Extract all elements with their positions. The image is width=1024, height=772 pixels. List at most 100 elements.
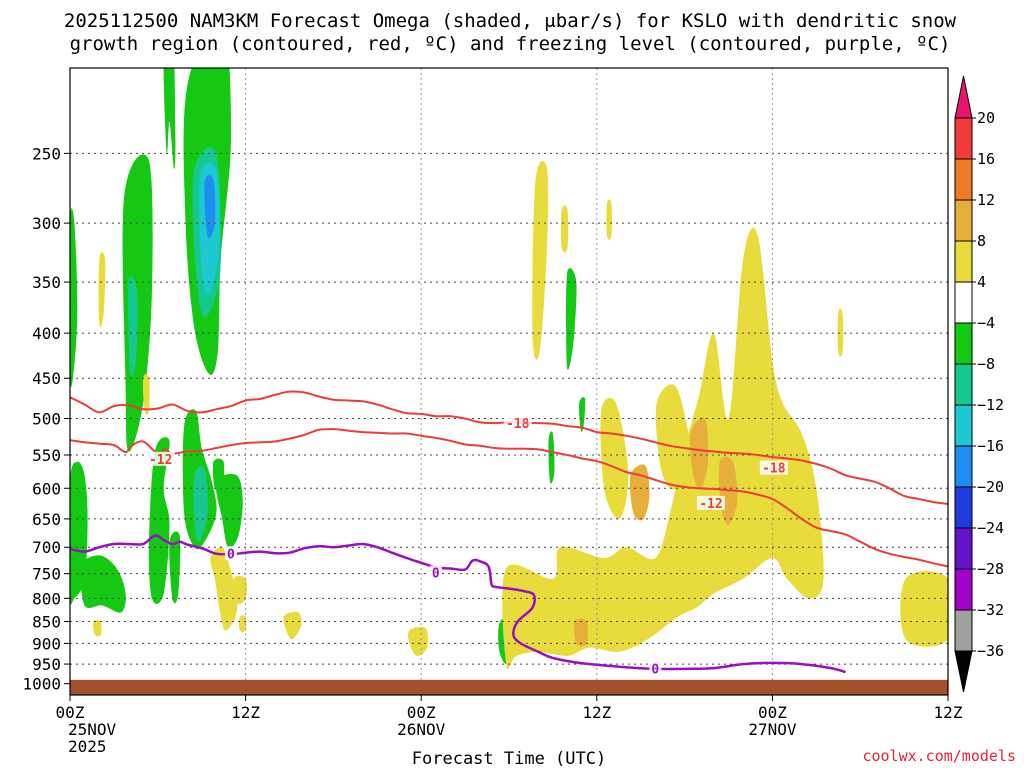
colorbar-swatch [954,609,973,652]
omega-region [128,276,138,377]
y-tick-label: 700 [32,538,61,557]
freezing-level-contour-label: 0 [651,662,659,677]
y-tick-label: 250 [32,144,61,163]
dendritic-contour-label-bg [146,451,175,466]
colorbar-label: −16 [977,437,1004,455]
colorbar-label: 16 [977,150,995,168]
colorbar-swatch [954,568,973,611]
omega-region [900,571,948,647]
omega-region [210,546,238,631]
surface-terrain [70,679,948,695]
colorbar-swatch [954,486,973,529]
omega-region [629,464,650,521]
colorbar-label: 8 [977,232,986,250]
omega-region [215,473,243,548]
omega-region [93,619,102,637]
colorbar-label: −20 [977,478,1004,496]
omega-region [560,205,569,253]
omega-region [566,268,577,371]
y-tick-label: 900 [32,634,61,653]
colorbar-swatch [954,404,973,447]
surface-terrain-fill [70,679,948,695]
omega-region [193,465,208,542]
y-tick-label: 850 [32,613,61,632]
omega-region [579,397,586,432]
y-tick-label: 350 [32,273,61,292]
omega-region [689,417,709,489]
plot-frame [69,67,949,696]
colorbar-label: −4 [977,314,995,332]
y-tick-label: 750 [32,565,61,584]
dendritic-contour-label-bg [503,415,532,430]
colorbar-swatch [954,240,973,283]
x-axis-title: Forecast Time (UTC) [412,749,606,768]
omega-region [283,611,302,640]
x-tick-label: 00Z [758,703,787,722]
x-tick-label: 25NOV [68,720,117,739]
omega-region [204,175,216,238]
x-tick-label: 2025 [68,737,107,756]
colorbar-top-arrow [954,75,973,119]
colorbar-swatch [954,445,973,488]
colorbar-label: −28 [977,560,1004,578]
omega-region [532,160,549,360]
omega-region [148,437,170,604]
omega-region [502,227,824,670]
y-tick-label: 1000 [22,675,61,694]
omega-region [163,68,176,169]
x-tick-label: 12Z [582,703,611,722]
colorbar-label: −8 [977,355,995,373]
omega-region [655,384,691,490]
y-tick-label: 550 [32,446,61,465]
colorbar-swatch [954,322,973,365]
omega-region [407,626,429,656]
colorbar-swatch [954,363,973,406]
colorbar-label: −12 [977,396,1004,414]
freezing-level-contour-line [70,534,846,674]
y-tick-label: 650 [32,510,61,529]
omega-region [98,252,106,328]
freezing-level-contour-label-bg [649,661,662,676]
x-tick-label: 27NOV [748,720,797,739]
y-axis: 250 300 350 400 450 500 550 600 650 700 750 800 850 9… [22,144,70,694]
omega-region [169,531,181,604]
omega-region [80,555,126,613]
colorbar-label: 20 [977,109,995,127]
y-tick-label: 300 [32,214,61,233]
y-tick-label: 800 [32,589,61,608]
colorbar-label: 12 [977,191,995,209]
x-tick-label: 00Z [407,703,436,722]
x-tick-label: 26NOV [397,720,446,739]
dendritic-contour-label: -12 [699,497,722,512]
y-tick-label: 400 [32,324,61,343]
y-tick-label: 950 [32,655,61,674]
colorbar-swatch [954,281,973,324]
omega-region [600,397,629,520]
credit-text: coolwx.com/models [862,747,1016,765]
colorbar-swatch [954,527,973,570]
omega-region [239,615,247,633]
colorbar-swatch [954,117,973,160]
dendritic-contour-label: -18 [762,462,786,477]
omega-region [574,618,588,647]
chart-title-line-2: growth region (contoured, red, ºC) and f… [70,33,951,55]
y-tick-label: 600 [32,479,61,498]
dendritic-contour-label: -18 [506,417,530,432]
x-tick-label: 00Z [56,703,85,722]
x-tick-label: 12Z [934,703,963,722]
colorbar-label: −24 [977,519,1004,537]
omega-region [142,374,150,415]
omega-shading [70,68,948,670]
colorbar: 20 16 12 8 4 −4 −8 −12 −16 −20 −24 −28 −32 −36 [954,75,1004,693]
colorbar-bottom-arrow [954,650,973,693]
x-tick-label: 12Z [231,703,260,722]
colorbar-swatch [954,199,973,242]
omega-region [70,208,78,388]
freezing-level-contour-label-bg [224,546,237,561]
colorbar-label: −32 [977,601,1004,619]
colorbar-label: 4 [977,273,986,291]
omega-region [233,575,247,605]
dendritic-contour-label-bg [759,460,788,475]
